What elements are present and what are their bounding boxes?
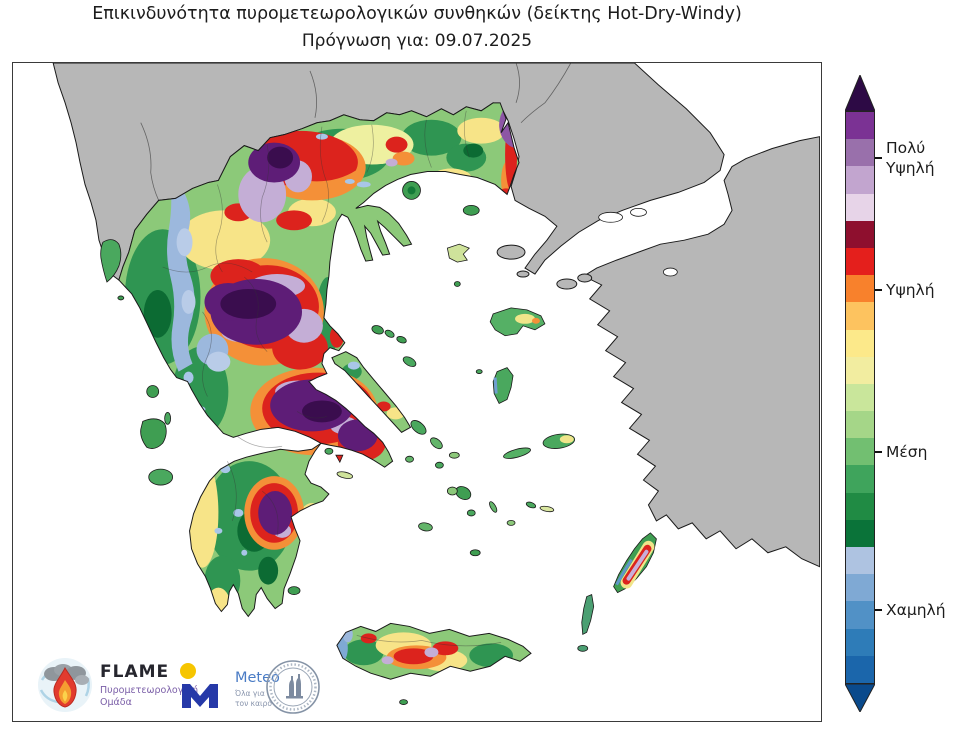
colorbar-segment — [846, 547, 874, 575]
greece-hdw-map — [13, 63, 820, 720]
colorbar-segment — [846, 329, 874, 357]
meteo-logo-subtitle: Όλα για τον καιρό — [235, 689, 272, 709]
kythira-island — [287, 586, 301, 595]
tick-very-high — [875, 157, 882, 159]
forecast-date-subtitle: Πρόγνωση για: 09.07.2025 — [301, 31, 533, 51]
colorbar-segment — [846, 438, 874, 466]
marmara-islet — [577, 273, 593, 283]
bozcaada-island — [516, 270, 530, 278]
colorbar-segment — [846, 166, 874, 194]
lefkada-island — [146, 385, 160, 398]
colorbar-segment — [846, 411, 874, 439]
limnos-island — [446, 243, 470, 263]
prefecture-borders — [162, 110, 502, 647]
colorbar-segment — [846, 139, 874, 167]
cyclades — [405, 420, 555, 557]
tick-low — [875, 609, 882, 611]
samothrace-island — [462, 204, 480, 216]
chios-island — [492, 367, 514, 404]
flame-logo-name: FLAME — [100, 662, 170, 682]
colorbar — [845, 75, 875, 712]
meteo-logo-name: Meteo — [235, 670, 280, 686]
kefalonia-island — [140, 418, 167, 449]
colorbar-segment — [846, 465, 874, 493]
colorbar-segment — [846, 220, 874, 248]
colorbar-segment — [846, 601, 874, 629]
karpathos-island — [581, 594, 595, 636]
anatolia-landmass — [582, 136, 820, 568]
legend-label-medium: Μέση — [886, 443, 928, 461]
sporades — [371, 325, 384, 335]
colorbar-segment — [846, 574, 874, 602]
colorbar-segment — [846, 356, 874, 384]
gavdos-island — [399, 699, 408, 705]
flame-logo: FLAME Πυρομετεωρολογική Ομάδα — [36, 656, 210, 714]
imbros-island — [496, 244, 526, 260]
colorbar-segment — [846, 492, 874, 520]
rhodes-island — [613, 532, 657, 594]
colorbar-scale — [845, 111, 875, 684]
marmara-island — [556, 278, 578, 290]
national-observatory-seal-icon — [266, 660, 320, 714]
islands — [100, 181, 657, 705]
meteo-logo: Meteo Όλα για τον καιρό — [178, 662, 280, 710]
colorbar-segment — [846, 275, 874, 303]
flame-logo-subtitle: Πυρομετεωρολογική Ομάδα — [100, 685, 199, 708]
tick-medium — [875, 451, 882, 453]
skyros-island — [402, 356, 417, 367]
corfu-island — [100, 239, 122, 283]
colorbar-segment — [846, 519, 874, 547]
legend-label-low: Χαμηλή — [886, 601, 946, 619]
page-title: Επικινδυνότητα πυρομετεωρολογικών συνθηκ… — [92, 4, 742, 24]
aegina-island — [335, 454, 344, 464]
colorbar-segment — [846, 247, 874, 276]
tick-high — [875, 289, 882, 291]
map-frame — [12, 62, 822, 722]
colorbar-top-arrow — [845, 75, 875, 111]
country-borders — [140, 63, 572, 201]
icaria-island — [503, 447, 531, 459]
colorbar-segment — [846, 655, 874, 683]
meteo-m-icon — [180, 663, 218, 708]
legend-label-high: Υψηλή — [886, 281, 935, 299]
flame-cloud-icon — [38, 658, 92, 712]
colorbar-segment — [846, 112, 874, 140]
title-block: Επικινδυνότητα πυρομετεωρολογικών συνθηκ… — [12, 4, 822, 51]
legend-label-very-high: Πολύ Υψηλή — [886, 139, 935, 178]
colorbar-segment — [846, 628, 874, 656]
colorbar-bottom-arrow — [845, 684, 875, 712]
colorbar-segment — [846, 302, 874, 330]
anatolia-lakes — [598, 207, 678, 277]
colorbar-segment — [846, 383, 874, 412]
colorbar-segment — [846, 193, 874, 221]
zakynthos-island — [148, 468, 174, 486]
